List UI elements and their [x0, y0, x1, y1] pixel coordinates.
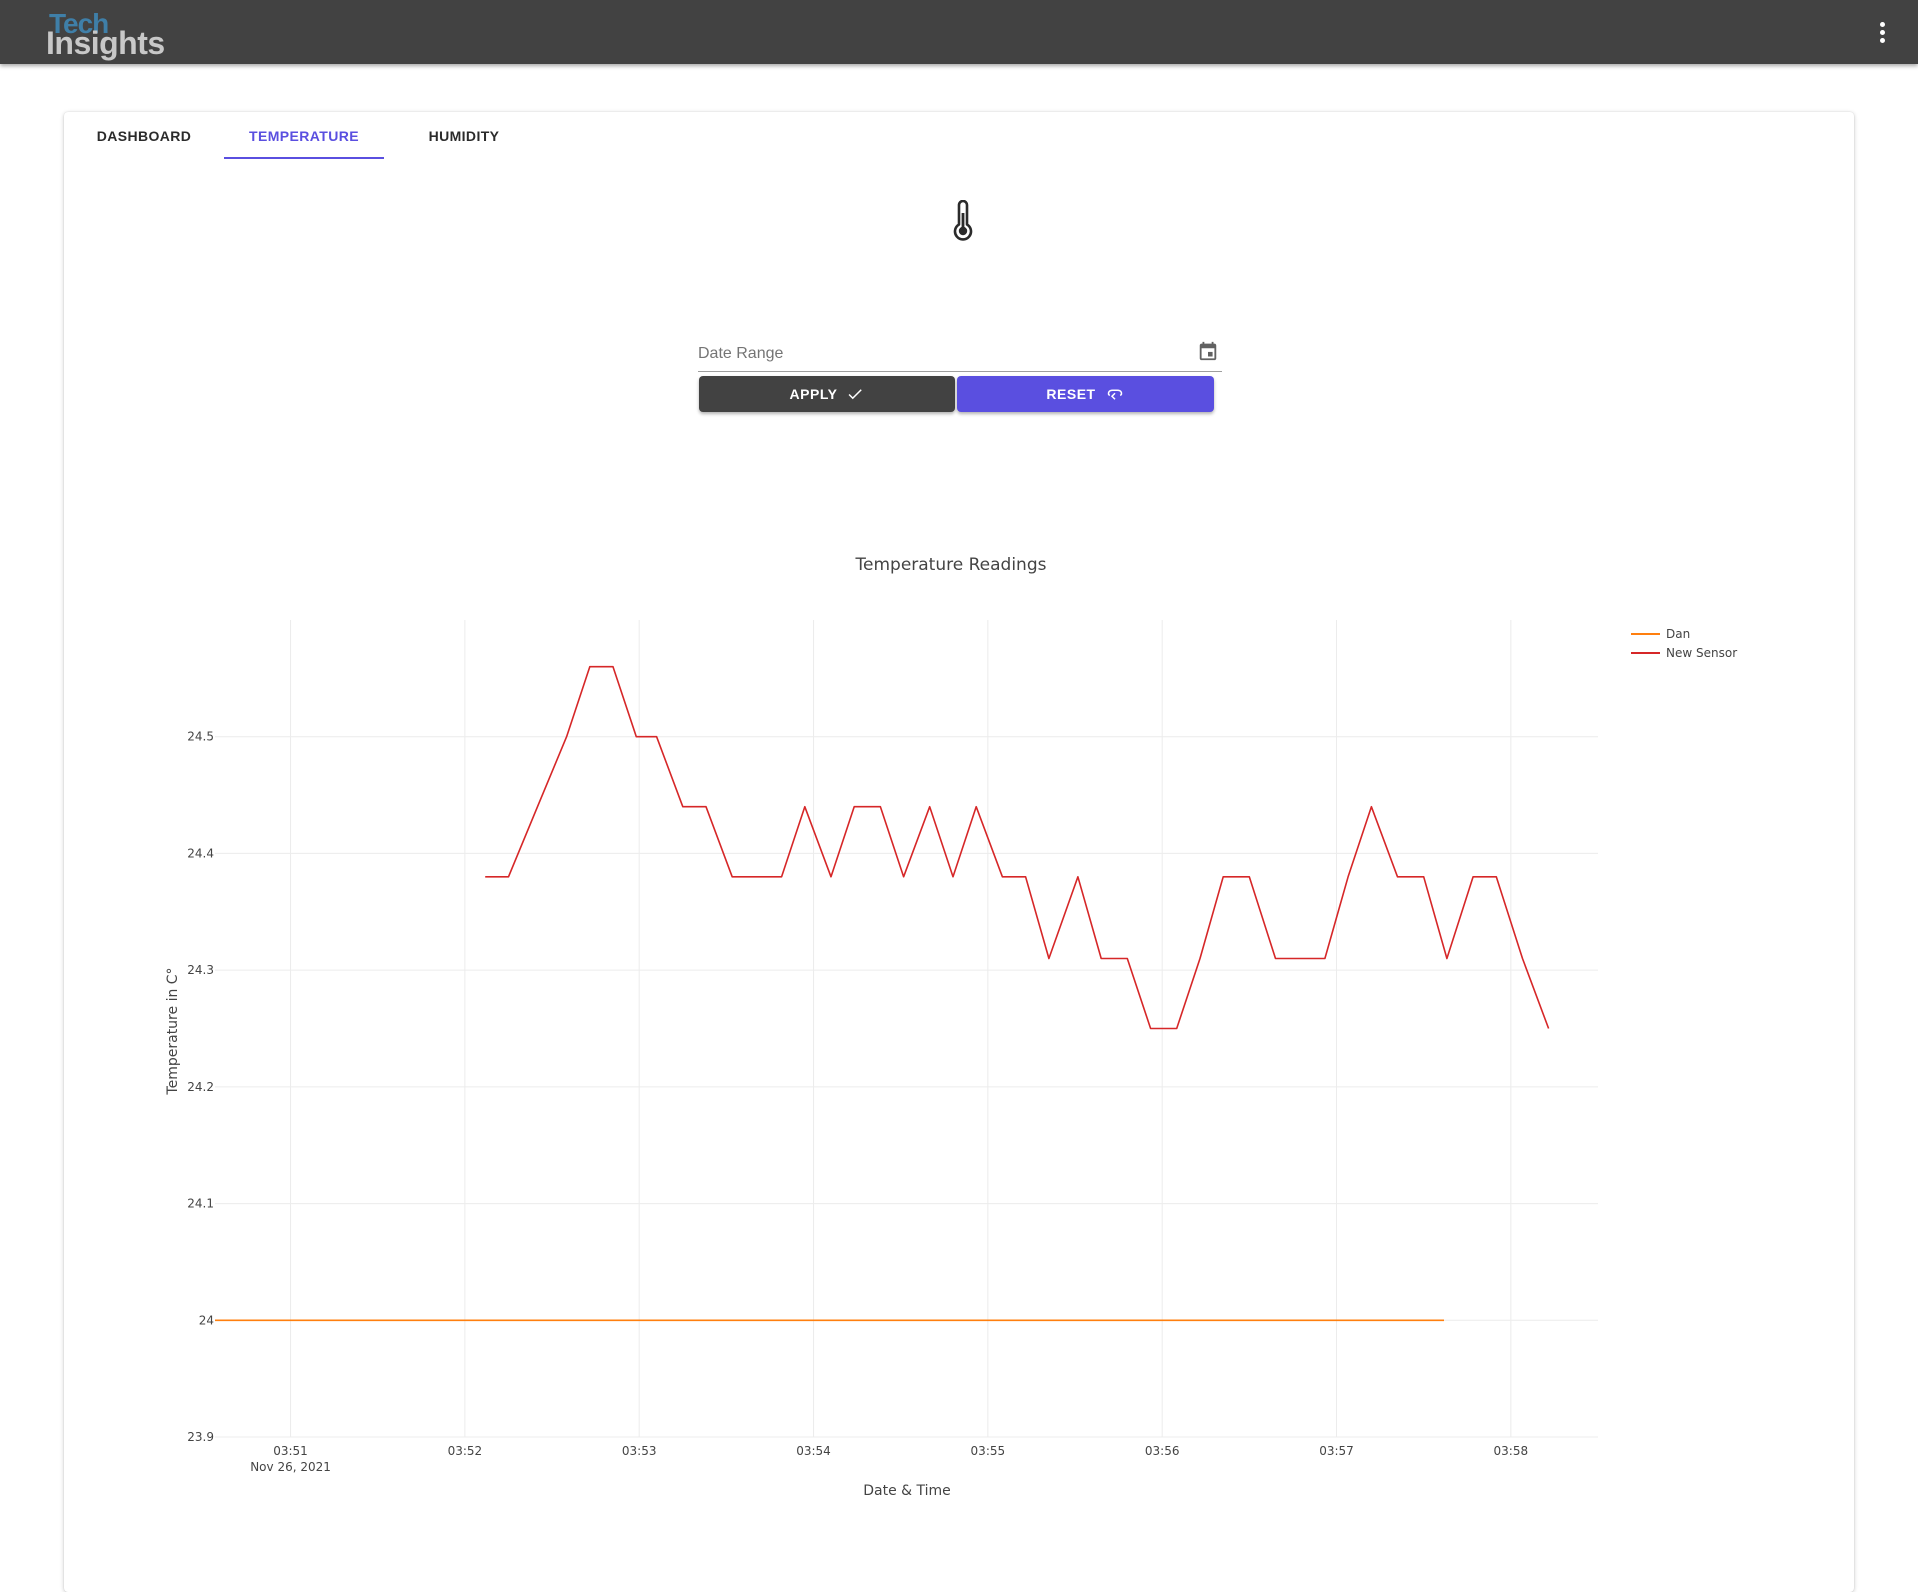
- x-tick-label: 03:54: [796, 1444, 831, 1458]
- logo-line-insights: Insights: [46, 25, 165, 61]
- x-tick-label: 03:55: [971, 1444, 1006, 1458]
- x-tick-label: 03:58: [1494, 1444, 1529, 1458]
- legend-item-new-sensor[interactable]: New Sensor: [1631, 646, 1737, 660]
- active-tab-indicator: [224, 157, 384, 159]
- chart-legend: Dan New Sensor: [1631, 627, 1737, 660]
- x-tick-label: 03:52: [448, 1444, 483, 1458]
- y-tick-label: 24.1: [187, 1197, 214, 1211]
- thermometer-icon: [953, 200, 973, 241]
- legend-label: Dan: [1666, 627, 1690, 641]
- reset-button[interactable]: RESET: [957, 376, 1214, 412]
- y-axis-label: Temperature in C°: [165, 967, 181, 1095]
- date-range-input[interactable]: [698, 330, 1178, 370]
- y-tick-label: 24.4: [187, 846, 214, 860]
- y-tick-label: 23.9: [187, 1430, 214, 1444]
- reset-button-label: RESET: [1046, 386, 1096, 402]
- tab-dashboard[interactable]: DASHBOARD: [96, 128, 192, 144]
- apply-button[interactable]: APPLY: [699, 376, 955, 412]
- x-tick-label: 03:53: [622, 1444, 657, 1458]
- x-tick-label: 03:51: [273, 1444, 308, 1458]
- check-icon: [848, 389, 863, 400]
- series-line-new-sensor: [485, 665, 1550, 1030]
- app-bar: Tech Insights: [0, 0, 1918, 64]
- y-tick-label: 24.2: [187, 1080, 214, 1094]
- y-tick-label: 24.5: [187, 730, 214, 744]
- date-range-underline: [698, 371, 1222, 372]
- tech-insights-logo[interactable]: Tech Insights: [46, 8, 176, 61]
- y-tick-label: 24.3: [187, 963, 214, 977]
- x-axis-label: Date & Time: [863, 1483, 951, 1499]
- apply-button-label: APPLY: [789, 386, 838, 402]
- logo-line-tech: Tech: [49, 8, 109, 39]
- legend-item-dan[interactable]: Dan: [1631, 627, 1690, 641]
- x-tick-label: 03:57: [1319, 1444, 1354, 1458]
- tab-humidity[interactable]: HUMIDITY: [428, 128, 500, 144]
- tab-temperature[interactable]: TEMPERATURE: [249, 128, 359, 144]
- content-card: DASHBOARD TEMPERATURE HUMIDITY APPLY RES…: [64, 112, 1854, 1592]
- x-tick-date-label: Nov 26, 2021: [250, 1460, 331, 1474]
- date-range-field: [698, 330, 1222, 372]
- more-vert-icon[interactable]: [1868, 18, 1896, 46]
- chart-title: Temperature Readings: [855, 555, 1047, 575]
- x-tick-label: 03:56: [1145, 1444, 1180, 1458]
- legend-label: New Sensor: [1666, 646, 1737, 660]
- y-tick-label: 24: [199, 1313, 214, 1327]
- reset-icon: [1107, 389, 1122, 400]
- calendar-icon[interactable]: [1197, 340, 1219, 362]
